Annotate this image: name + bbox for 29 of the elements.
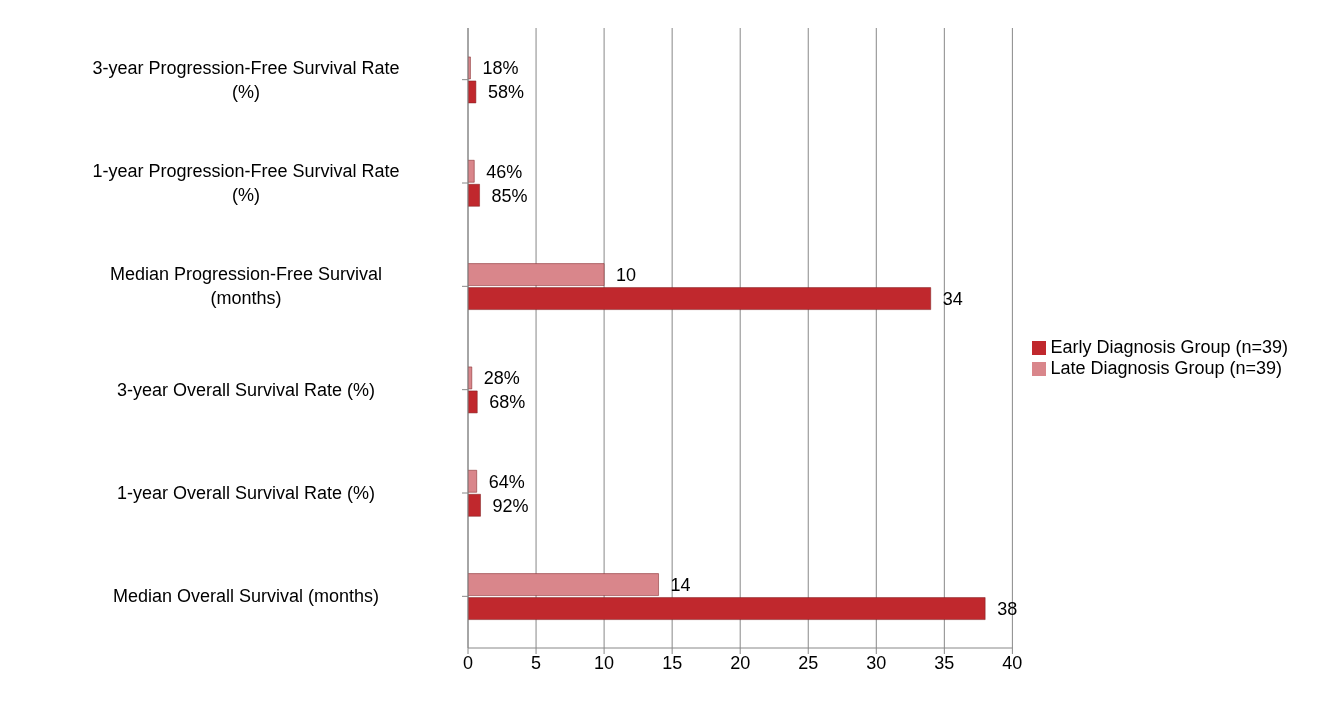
- x-tick-label: 15: [662, 652, 683, 673]
- data-label: 14: [670, 574, 691, 595]
- x-tick-label: 25: [798, 652, 819, 673]
- x-tick-label: 40: [1002, 652, 1023, 673]
- data-label: 18%: [482, 58, 519, 79]
- y-tick-label: 1-year Progression-Free Survival Rate (%): [92, 161, 400, 205]
- legend-label: Late Diagnosis Group (n=39): [1050, 358, 1283, 378]
- y-tick-label: 3-year Overall Survival Rate (%): [116, 379, 376, 400]
- data-label: 68%: [489, 392, 526, 413]
- data-label: 10: [616, 264, 637, 285]
- x-tick-label: 30: [866, 652, 887, 673]
- y-tick-label: 3-year Progression-Free Survival Rate (%): [92, 57, 400, 102]
- data-label: 34: [942, 288, 963, 309]
- x-tick-label: 10: [594, 652, 615, 673]
- data-label: 58%: [487, 82, 524, 103]
- data-label: 64%: [488, 471, 525, 492]
- x-tick-label: 35: [934, 652, 955, 673]
- data-label: 28%: [483, 368, 520, 389]
- x-tick-label: 20: [730, 652, 751, 673]
- x-tick-label: 0: [462, 652, 474, 673]
- data-label: 46%: [486, 161, 523, 182]
- data-label: 92%: [492, 495, 529, 516]
- data-label: 85%: [491, 185, 528, 206]
- y-tick-label: Median Progression-Free Survival (months): [109, 264, 383, 309]
- x-tick-label: 5: [531, 652, 542, 673]
- y-tick-label: Median Overall Survival (months): [112, 586, 380, 607]
- legend-label: Early Diagnosis Group (n=39): [1050, 337, 1288, 357]
- data-label: 38: [997, 598, 1018, 619]
- y-tick-label: 1-year Overall Survival Rate (%): [116, 483, 376, 503]
